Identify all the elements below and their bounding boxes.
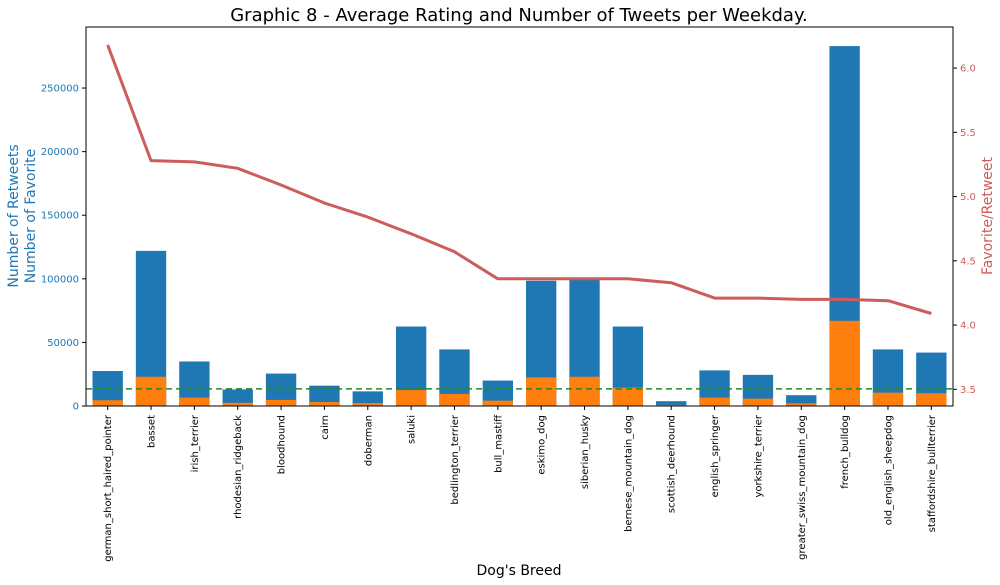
bar-series2-siberian-husky — [569, 376, 600, 406]
bar-series2-french-bulldog — [829, 320, 860, 406]
bar-series2-eskimo-dog — [526, 377, 557, 406]
x-tick-label: rhodesian_ridgeback — [233, 415, 244, 519]
left-tick-label: 100000 — [41, 274, 79, 285]
x-tick-label: bull_mastiff — [493, 414, 504, 473]
bar-series1-cairn — [309, 385, 340, 406]
left-tick-label: 200000 — [41, 147, 79, 158]
bar-series2-bedlington-terrier — [439, 393, 470, 406]
bar-series2-greater-swiss-mountain-dog — [786, 403, 817, 406]
x-tick-label: doberman — [363, 415, 374, 466]
bar-series2-saluki — [395, 390, 427, 406]
bar-series2-rhodesian-ridgeback — [222, 402, 253, 406]
x-tick-label: french_bulldog — [840, 415, 851, 489]
x-axis-label: Dog's Breed — [477, 563, 562, 579]
x-axis-ticks: german_short_haired_pointer basset irish_t… — [103, 406, 938, 562]
x-tick-label: staffordshire_bullterrier — [927, 414, 938, 532]
ratio-line-group — [106, 44, 932, 315]
right-axis-ticks: 3.5 4.0 4.5 5.0 5.5 6.0 — [953, 64, 976, 396]
x-tick-label: scottish_deerhound — [667, 415, 678, 513]
y-axis-label-left-line2: Number of Favorite — [23, 149, 39, 284]
chart-title: Graphic 8 - Average Rating and Number of… — [230, 5, 808, 26]
x-tick-label: german_short_haired_pointer — [103, 414, 114, 562]
ratio-line — [106, 44, 932, 315]
x-tick-label: eskimo_dog — [537, 415, 548, 475]
x-tick-label: bedlington_terrier — [450, 414, 461, 505]
right-tick-label: 3.5 — [960, 385, 976, 396]
x-tick-label: cairn — [320, 415, 331, 440]
bar-series1-rhodesian-ridgeback — [222, 389, 253, 406]
bar-series2-yorkshire-terrier — [742, 398, 774, 406]
bar-series1-doberman — [352, 391, 383, 406]
bar-series2-scottish-deerhound — [656, 404, 687, 406]
x-tick-label: greater_swiss_mountain_dog — [797, 415, 808, 560]
bar-series2-bloodhound — [265, 399, 297, 406]
y-axis-label-right: Favorite/Retweet — [980, 156, 996, 275]
left-axis-ticks: 0 50000 100000 150000 200000 250000 — [41, 84, 86, 413]
bar-series2-basset — [135, 376, 167, 406]
right-tick-label: 6.0 — [960, 64, 976, 75]
x-tick-label: basset — [147, 415, 158, 448]
bar-series2-bull-mastiff — [482, 400, 513, 406]
left-tick-label: 50000 — [47, 338, 79, 349]
right-tick-label: 5.5 — [960, 128, 976, 139]
bar-series2-irish-terrier — [179, 397, 210, 406]
right-tick-label: 5.0 — [960, 192, 976, 203]
bar-series2-cairn — [309, 402, 340, 406]
left-tick-label: 250000 — [41, 84, 79, 95]
x-tick-label: english_springer — [710, 414, 721, 497]
bar-series2-staffordshire-bullterrier — [916, 393, 947, 406]
bar-series1-scottish-deerhound — [656, 401, 687, 406]
x-tick-label: bloodhound — [277, 415, 288, 474]
left-tick-label: 150000 — [41, 211, 79, 222]
x-tick-label: irish_terrier — [190, 414, 201, 472]
bar-series1-greater-swiss-mountain-dog — [786, 395, 817, 406]
x-tick-label: saluki — [407, 415, 418, 444]
y-axis-label-left-line1: Number of Retweets — [6, 144, 22, 287]
plot-frame — [85, 26, 954, 407]
bars-group — [92, 46, 947, 407]
x-tick-label: siberian_husky — [580, 415, 591, 489]
x-tick-label: bernese_mountain_dog — [623, 415, 634, 532]
bar-series2-doberman — [352, 403, 383, 406]
x-tick-label: old_english_sheepdog — [884, 415, 895, 525]
x-tick-label: yorkshire_terrier — [753, 414, 764, 497]
bar-series2-old-english-sheepdog — [872, 392, 904, 406]
bar-series2-german-short-haired-pointer — [92, 400, 123, 406]
bar-series2-english-springer — [699, 397, 730, 406]
right-tick-label: 4.0 — [960, 321, 976, 332]
right-tick-label: 4.5 — [960, 256, 976, 267]
left-tick-label: 0 — [73, 402, 79, 413]
bar-series2-bernese-mountain-dog — [612, 387, 644, 406]
